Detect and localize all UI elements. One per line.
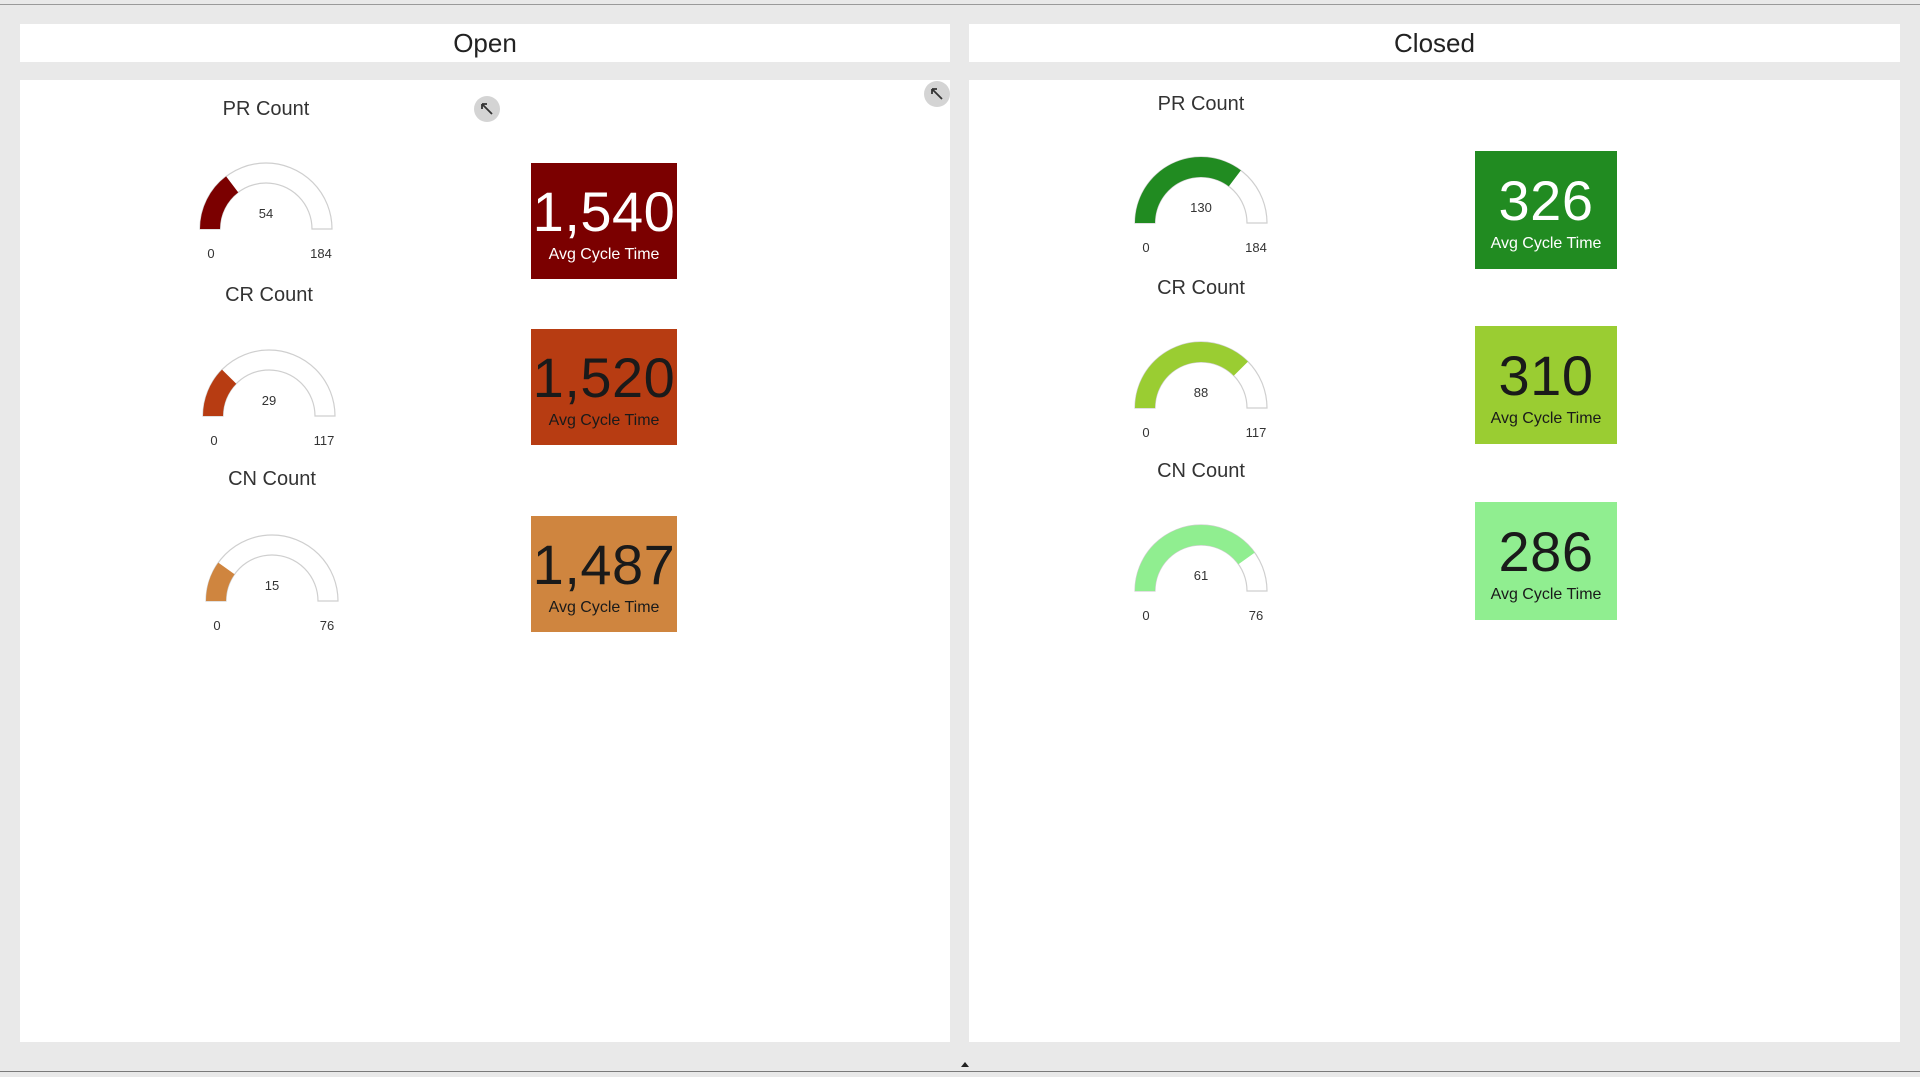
gauge-max: 76 — [319, 618, 335, 633]
kpi-value: 310 — [1498, 344, 1594, 407]
closed-panel — [969, 80, 1900, 1042]
gauge-title: CR Count — [225, 284, 313, 306]
open-panel — [20, 80, 950, 1042]
gauge-fill — [206, 562, 235, 601]
gauge-track — [199, 162, 333, 230]
kpi-caption: Avg Cycle Time — [1490, 410, 1602, 427]
kpi-caption: Avg Cycle Time — [548, 412, 660, 429]
gauge-value: 61 — [1193, 568, 1209, 583]
kpi-tile-cn-closed[interactable]: 286 Avg Cycle Time — [1475, 502, 1617, 620]
expand-button-open-panel[interactable] — [924, 81, 950, 107]
gauge-fill — [1135, 157, 1241, 223]
gauge-track — [202, 349, 336, 417]
kpi-caption: Avg Cycle Time — [548, 599, 660, 616]
gauge-svg — [1134, 156, 1268, 224]
gauge-svg — [202, 349, 336, 417]
gauge-fill — [200, 176, 239, 229]
gauge-min: 0 — [1142, 425, 1150, 440]
gauge-svg — [205, 534, 339, 602]
gauge-min: 0 — [210, 433, 218, 448]
kpi-caption: Avg Cycle Time — [548, 246, 660, 263]
gauge-cn-closed — [1134, 524, 1268, 599]
kpi-value: 326 — [1498, 169, 1594, 232]
gauge-value: 15 — [264, 578, 280, 593]
gauge-title: CN Count — [1157, 460, 1245, 482]
gauge-cn-open — [205, 534, 339, 609]
gauge-title: CN Count — [228, 468, 316, 490]
gauge-cr-closed — [1134, 341, 1268, 416]
gauge-fill — [1135, 525, 1255, 591]
gauge-max: 184 — [1245, 240, 1267, 255]
closed-header: Closed — [969, 24, 1900, 62]
gauge-value: 29 — [261, 393, 277, 408]
kpi-tile-pr-closed[interactable]: 326 Avg Cycle Time — [1475, 151, 1617, 269]
kpi-tile-pr-open[interactable]: 1,540 Avg Cycle Time — [531, 163, 677, 279]
kpi-tile-cr-closed[interactable]: 310 Avg Cycle Time — [1475, 326, 1617, 444]
kpi-value: 1,487 — [532, 533, 676, 596]
expand-button-pr-open[interactable] — [474, 96, 500, 122]
gauge-value: 130 — [1190, 200, 1212, 215]
gauge-min: 0 — [1142, 240, 1150, 255]
gauge-title: PR Count — [1157, 93, 1245, 115]
gauge-svg — [1134, 341, 1268, 409]
gauge-title: CR Count — [1157, 277, 1245, 299]
gauge-title: PR Count — [222, 98, 310, 120]
kpi-tile-cn-open[interactable]: 1,487 Avg Cycle Time — [531, 516, 677, 632]
gauge-value: 88 — [1193, 385, 1209, 400]
kpi-tile-cr-open[interactable]: 1,520 Avg Cycle Time — [531, 329, 677, 445]
gauge-min: 0 — [213, 618, 221, 633]
gauge-cr-open — [202, 349, 336, 424]
gauge-pr-closed — [1134, 156, 1268, 231]
closed-header-label: Closed — [1394, 27, 1475, 58]
caret-up-icon[interactable] — [961, 1062, 969, 1067]
gauge-svg — [199, 162, 333, 230]
gauge-pr-open — [199, 162, 333, 237]
gauge-svg — [1134, 524, 1268, 592]
gauge-fill — [1135, 342, 1248, 408]
gauge-min: 0 — [207, 246, 215, 261]
kpi-caption: Avg Cycle Time — [1490, 235, 1602, 252]
open-header: Open — [20, 24, 950, 62]
bottom-divider — [0, 1071, 1920, 1072]
kpi-caption: Avg Cycle Time — [1490, 586, 1602, 603]
gauge-max: 117 — [1245, 425, 1267, 440]
top-divider — [0, 4, 1920, 5]
gauge-min: 0 — [1142, 608, 1150, 623]
gauge-track — [205, 534, 339, 602]
gauge-max: 76 — [1248, 608, 1264, 623]
kpi-value: 1,540 — [532, 180, 676, 243]
expand-icon — [931, 88, 943, 100]
gauge-max: 184 — [310, 246, 332, 261]
kpi-value: 1,520 — [532, 346, 676, 409]
gauge-fill — [203, 369, 237, 416]
open-header-label: Open — [453, 27, 517, 58]
expand-icon — [481, 103, 493, 115]
gauge-max: 117 — [313, 433, 335, 448]
kpi-value: 286 — [1498, 520, 1594, 583]
gauge-value: 54 — [258, 206, 274, 221]
